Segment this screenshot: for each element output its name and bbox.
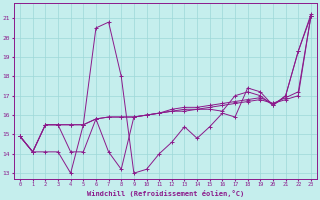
X-axis label: Windchill (Refroidissement éolien,°C): Windchill (Refroidissement éolien,°C) — [87, 190, 244, 197]
